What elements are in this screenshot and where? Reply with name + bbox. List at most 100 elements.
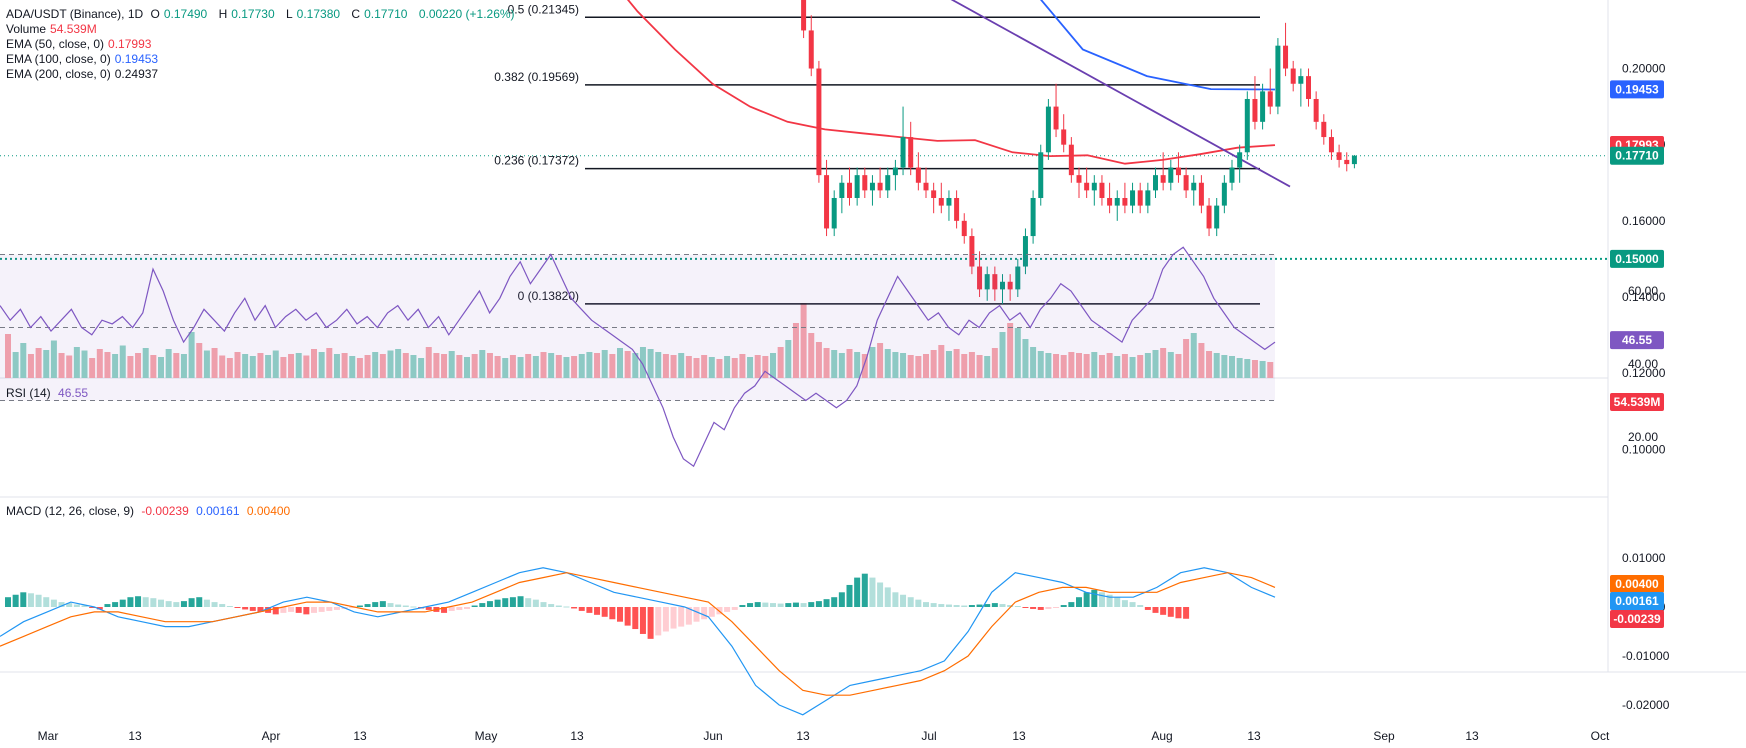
candle-body xyxy=(1160,175,1166,183)
ema100-legend[interactable]: EMA (100, close, 0) 0.19453 xyxy=(6,52,159,66)
volume-bar xyxy=(869,347,876,378)
volume-bar xyxy=(984,356,991,378)
price-label-text: 0.15000 xyxy=(1615,252,1659,266)
ema200-legend[interactable]: EMA (200, close, 0) 0.24937 xyxy=(6,67,159,81)
macd-hist-bar xyxy=(617,607,623,622)
macd-hist-bar xyxy=(823,599,830,607)
macd-hist-bar xyxy=(364,604,371,607)
volume-bar xyxy=(754,355,761,378)
candle-body xyxy=(938,197,944,206)
volume-bar xyxy=(693,358,700,378)
macd-line-value: 0.00161 xyxy=(196,504,240,518)
macd-hist-bar xyxy=(20,592,27,607)
macd-hist-bar xyxy=(594,607,601,615)
volume-bar xyxy=(907,355,914,378)
volume-bar xyxy=(900,353,907,378)
candle-body xyxy=(1091,182,1097,191)
macd-hist-bar xyxy=(387,603,394,607)
macd-hist-bar xyxy=(869,577,876,607)
volume-bar xyxy=(739,354,746,378)
volume-bar xyxy=(318,352,325,378)
macd-hist-bar xyxy=(670,607,677,629)
volume-bar xyxy=(678,353,685,378)
volume-label-tag xyxy=(1610,393,1664,411)
macd-hist-bar xyxy=(112,602,119,607)
volume-bar xyxy=(1114,356,1121,378)
candle-body xyxy=(1145,190,1151,206)
volume-bar xyxy=(999,332,1006,378)
volume-bar xyxy=(923,354,929,378)
macd-hist-bar xyxy=(135,596,142,607)
volume-bar xyxy=(1251,360,1258,378)
macd-hist-bar xyxy=(968,605,975,607)
candle-body xyxy=(1283,45,1289,69)
volume-bar xyxy=(272,350,279,378)
volume-bar xyxy=(135,353,142,378)
macd-hist-bar xyxy=(655,607,662,636)
macd-hist-bar xyxy=(35,594,42,607)
candle-body xyxy=(1191,182,1197,191)
macd-tick-label: 0.01000 xyxy=(1622,551,1666,565)
volume-bar xyxy=(410,355,417,378)
rsi-label: RSI (14) xyxy=(6,386,51,400)
volume-bar xyxy=(1244,359,1251,378)
candle-body xyxy=(877,182,883,191)
candle-body xyxy=(854,175,860,198)
volume-bar xyxy=(1221,355,1228,378)
macd-hist-bar xyxy=(43,597,50,607)
volume-bar xyxy=(326,348,333,378)
macd-hist-bar xyxy=(1037,607,1044,610)
volume-bar xyxy=(930,350,937,378)
x-tick-label: 13 xyxy=(796,729,810,743)
macd-hist-bar xyxy=(257,607,264,612)
ema50-line xyxy=(626,0,1276,165)
macd-legend[interactable]: MACD (12, 26, close, 9) -0.00239 0.00161… xyxy=(6,504,294,519)
volume-bar xyxy=(655,352,662,378)
volume-bar xyxy=(1060,355,1067,378)
volume-bar xyxy=(800,303,807,378)
macd-hist-bar xyxy=(1167,607,1174,617)
volume-bar xyxy=(425,347,432,378)
macd-hist-bar xyxy=(471,605,478,607)
candle-body xyxy=(954,197,960,221)
candle-body xyxy=(1107,197,1113,206)
open-value: O 0.17490 xyxy=(150,7,208,21)
macd-hist-bar xyxy=(89,607,96,608)
volume-bar xyxy=(762,356,769,378)
x-tick-label: May xyxy=(475,729,498,743)
rsi-legend[interactable]: RSI (14) 46.55 xyxy=(6,386,92,401)
volume-bar xyxy=(609,354,616,378)
candle-body xyxy=(923,182,929,191)
volume-bar xyxy=(158,357,164,378)
macd-hist-bar xyxy=(464,607,470,609)
macd-hist-bar xyxy=(831,597,838,607)
macd-label: MACD (12, 26, close, 9) xyxy=(6,504,135,518)
volume-bar xyxy=(1229,356,1235,378)
volume-bar xyxy=(180,354,187,378)
macd-hist-bar xyxy=(379,601,386,607)
macd-hist-bar xyxy=(326,607,333,611)
macd-hist-bar xyxy=(12,594,19,607)
candle-body xyxy=(1076,175,1082,183)
volume-label-text: 54.539M xyxy=(1614,395,1661,409)
macd-hist-bar xyxy=(785,603,792,607)
macd-hist-bar xyxy=(234,607,241,608)
candle-body xyxy=(1130,190,1136,206)
ema50-legend[interactable]: EMA (50, close, 0) 0.17993 xyxy=(6,37,152,51)
candle-body xyxy=(977,266,983,290)
price-label-tag xyxy=(1610,249,1664,268)
volume-bar xyxy=(311,349,317,378)
macd-hist-bar xyxy=(1076,597,1082,607)
macd-hist-bar xyxy=(50,599,57,607)
symbol-title[interactable]: ADA/USDT (Binance), 1D xyxy=(6,7,144,21)
macd-hist-bar xyxy=(739,605,746,607)
macd-hist-bar xyxy=(861,573,868,607)
volume-bar xyxy=(372,352,379,378)
macd-hist-bar xyxy=(976,604,983,607)
candle-body xyxy=(946,197,952,206)
downtrend-line xyxy=(950,0,1291,188)
volume-legend[interactable]: Volume 54.539M xyxy=(6,22,97,36)
volume-bar xyxy=(1076,353,1082,378)
macd-hist-value: -0.00239 xyxy=(141,504,189,518)
